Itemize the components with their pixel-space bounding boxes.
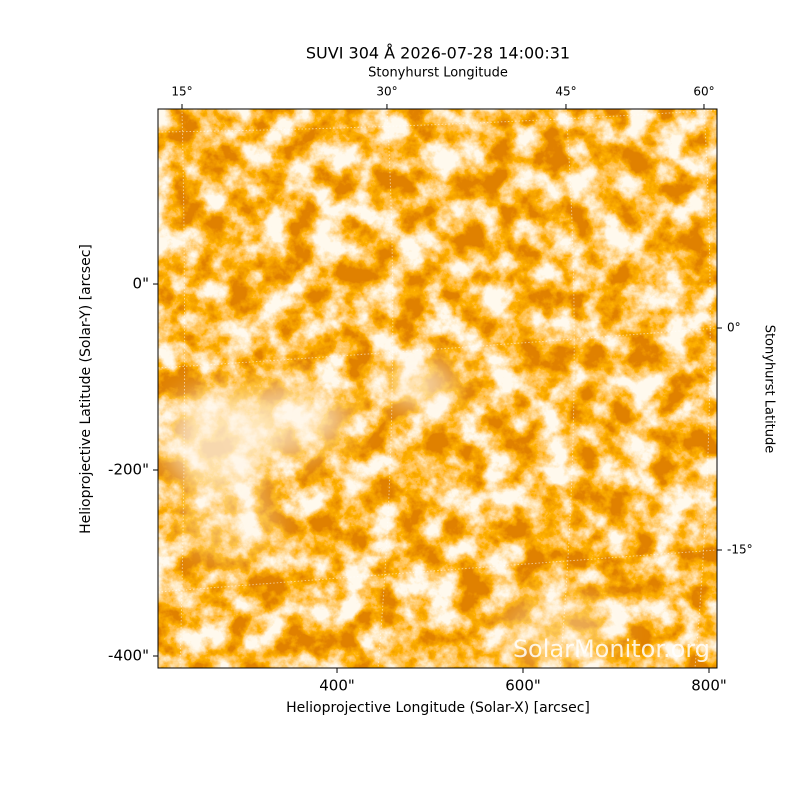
- x2-tick-label: 30°: [376, 85, 397, 99]
- plot-frame: [157, 108, 718, 669]
- x-axis-label: Helioprojective Longitude (Solar-X) [arc…: [286, 700, 590, 716]
- x-tick-label: 400": [319, 677, 355, 695]
- x2-axis-label: Stonyhurst Longitude: [368, 66, 508, 81]
- y-tick-label: -400": [108, 647, 149, 665]
- y-axis-label: Helioprojective Latitude (Solar-Y) [arcs…: [78, 244, 94, 534]
- y2-tick-label: -15°: [727, 542, 753, 556]
- solar-image: [158, 109, 717, 668]
- y-tick-label: -200": [108, 461, 149, 479]
- x-tick-label: 600": [505, 677, 541, 695]
- x2-tick-label: 45°: [555, 85, 576, 99]
- x-tick-label: 800": [691, 677, 727, 695]
- watermark: SolarMonitor.org: [513, 635, 710, 663]
- y2-tick-label: 0°: [727, 321, 741, 335]
- x2-tick-label: 60°: [693, 85, 714, 99]
- x2-tick-label: 15°: [171, 85, 192, 99]
- y-tick-label: 0": [133, 275, 149, 293]
- y2-axis-label: Stonyhurst Latitude: [762, 325, 777, 454]
- chart-title: SUVI 304 Å 2026-07-28 14:00:31: [306, 44, 570, 63]
